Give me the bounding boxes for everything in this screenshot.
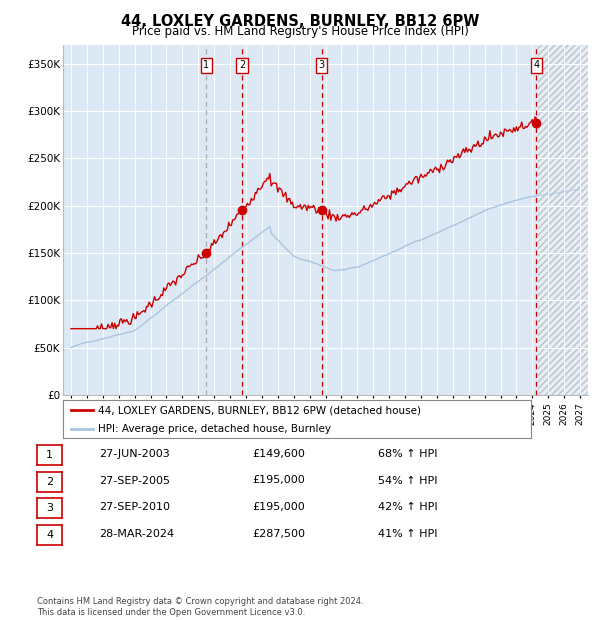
Text: 41% ↑ HPI: 41% ↑ HPI [378, 529, 437, 539]
Text: 2: 2 [239, 60, 245, 71]
Text: 1: 1 [203, 60, 209, 71]
Text: 4: 4 [533, 60, 539, 71]
Text: HPI: Average price, detached house, Burnley: HPI: Average price, detached house, Burn… [98, 423, 331, 434]
Text: 3: 3 [46, 503, 53, 513]
Text: 68% ↑ HPI: 68% ↑ HPI [378, 449, 437, 459]
Text: £287,500: £287,500 [252, 529, 305, 539]
Text: 3: 3 [319, 60, 325, 71]
Text: 27-SEP-2005: 27-SEP-2005 [99, 476, 170, 485]
Text: 54% ↑ HPI: 54% ↑ HPI [378, 476, 437, 485]
Bar [538, 45, 588, 395]
Text: 42% ↑ HPI: 42% ↑ HPI [378, 502, 437, 512]
Text: 4: 4 [46, 530, 53, 540]
Bar [538, 45, 588, 395]
Text: Contains HM Land Registry data © Crown copyright and database right 2024.
This d: Contains HM Land Registry data © Crown c… [37, 598, 364, 617]
Text: 44, LOXLEY GARDENS, BURNLEY, BB12 6PW (detached house): 44, LOXLEY GARDENS, BURNLEY, BB12 6PW (d… [98, 405, 421, 415]
Text: 28-MAR-2024: 28-MAR-2024 [99, 529, 174, 539]
Text: 27-JUN-2003: 27-JUN-2003 [99, 449, 170, 459]
Text: £149,600: £149,600 [252, 449, 305, 459]
Text: 27-SEP-2010: 27-SEP-2010 [99, 502, 170, 512]
Text: 1: 1 [46, 450, 53, 460]
Text: £195,000: £195,000 [252, 502, 305, 512]
Text: £195,000: £195,000 [252, 476, 305, 485]
Text: 2: 2 [46, 477, 53, 487]
Text: 44, LOXLEY GARDENS, BURNLEY, BB12 6PW: 44, LOXLEY GARDENS, BURNLEY, BB12 6PW [121, 14, 479, 29]
Text: Price paid vs. HM Land Registry's House Price Index (HPI): Price paid vs. HM Land Registry's House … [131, 25, 469, 38]
